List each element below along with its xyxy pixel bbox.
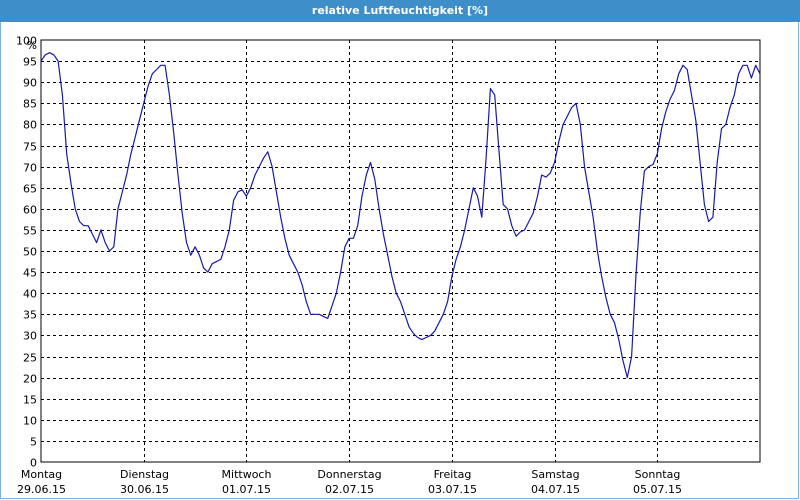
x-tick-day: Samstag: [531, 468, 579, 481]
y-tick-label: 55: [23, 225, 37, 238]
x-tick-date: 05.07.15: [633, 483, 682, 496]
humidity-series-line: [40, 52, 761, 379]
y-tick-label: 100: [16, 35, 37, 48]
x-tick-day: Sonntag: [635, 468, 681, 481]
x-tick-day: Donnerstag: [317, 468, 381, 481]
y-tick-label: 65: [23, 183, 37, 196]
x-tick-date: 29.06.15: [17, 483, 66, 496]
x-tick-date: 02.07.15: [325, 483, 374, 496]
x-tick-day: Mittwoch: [222, 468, 272, 481]
y-tick-label: 60: [23, 204, 37, 217]
y-tick-label: 80: [23, 119, 37, 132]
x-tick-day: Montag: [21, 468, 62, 481]
y-axis-label: %: [27, 39, 37, 52]
x-tick-date: 03.07.15: [428, 483, 477, 496]
y-tick-label: 50: [23, 246, 37, 259]
plot-area: [40, 39, 761, 463]
y-tick-label: 70: [23, 162, 37, 175]
y-tick-label: 5: [30, 436, 37, 449]
x-tick-day: Freitag: [434, 468, 472, 481]
y-tick-label: 90: [23, 77, 37, 90]
window-title: relative Luftfeuchtigkeit [%]: [0, 0, 800, 22]
y-tick-label: 75: [23, 141, 37, 154]
y-tick-label: 0: [30, 457, 37, 470]
y-tick-label: 95: [23, 56, 37, 69]
y-tick-label: 10: [23, 415, 37, 428]
y-tick-label: 85: [23, 98, 37, 111]
y-tick-label: 40: [23, 288, 37, 301]
window-frame: [0, 22, 799, 499]
y-tick-label: 35: [23, 309, 37, 322]
y-tick-label: 15: [23, 394, 37, 407]
x-tick-date: 04.07.15: [531, 483, 580, 496]
x-tick-day: Dienstag: [120, 468, 169, 481]
y-tick-label: 20: [23, 373, 37, 386]
x-tick-date: 30.06.15: [120, 483, 169, 496]
x-tick-date: 01.07.15: [222, 483, 271, 496]
y-tick-label: 45: [23, 267, 37, 280]
y-tick-label: 25: [23, 352, 37, 365]
y-tick-label: 30: [23, 330, 37, 343]
